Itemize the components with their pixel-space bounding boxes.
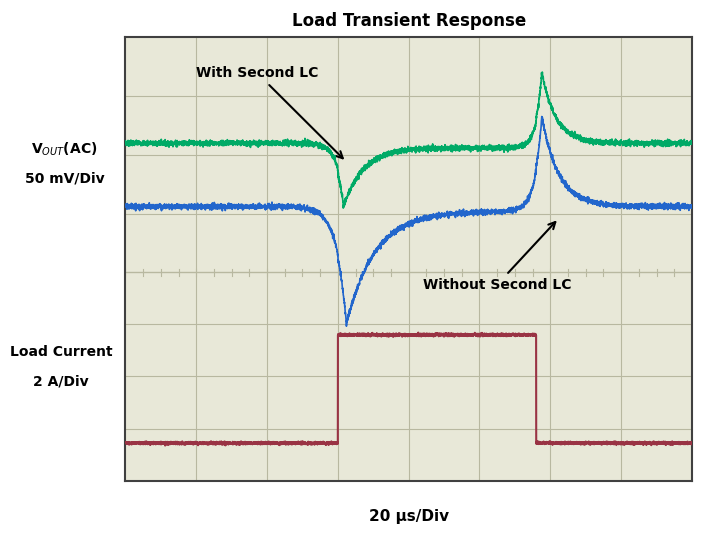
Title: Load Transient Response: Load Transient Response [292,12,526,30]
Text: With Second LC: With Second LC [196,66,343,158]
Text: V$_{OUT}$(AC): V$_{OUT}$(AC) [32,141,98,158]
Text: 20 μs/Div: 20 μs/Div [369,509,449,524]
Text: Without Second LC: Without Second LC [423,222,571,292]
Text: 50 mV/Div: 50 mV/Div [24,172,105,186]
Text: 2 A/Div: 2 A/Div [33,375,89,389]
Text: Load Current: Load Current [9,345,113,359]
